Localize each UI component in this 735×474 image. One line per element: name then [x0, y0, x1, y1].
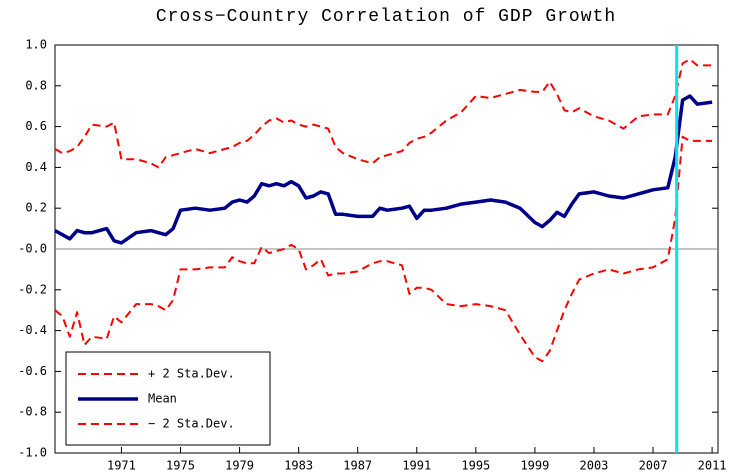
y-tick-label: 1.0 [25, 38, 47, 52]
y-tick-label: -1.0 [18, 446, 47, 460]
legend-label: Mean [148, 392, 177, 406]
x-tick-label: 1995 [461, 459, 490, 473]
y-tick-label: 0.2 [25, 201, 47, 215]
legend-label: + 2 Sta.Dev. [148, 367, 235, 381]
x-tick-label: 1999 [520, 459, 549, 473]
x-tick-label: 1987 [343, 459, 372, 473]
legend: + 2 Sta.Dev. Mean − 2 Sta.Dev. [65, 351, 271, 446]
x-tick-label: 1971 [107, 459, 136, 473]
series-line [54, 135, 713, 363]
y-tick-label: 0.4 [25, 160, 47, 174]
series-line [54, 58, 713, 169]
y-tick-label: -0.0 [18, 242, 47, 256]
y-tick-label: -0.8 [18, 405, 47, 419]
series-line [54, 94, 713, 245]
y-tick-label: 0.8 [25, 78, 47, 92]
y-tick-label: -0.6 [18, 364, 47, 378]
x-tick-label: 1991 [402, 459, 431, 473]
x-tick-label: 1975 [166, 459, 195, 473]
y-tick-label: 0.6 [25, 119, 47, 133]
x-tick-label: 1979 [225, 459, 254, 473]
x-tick-label: 2003 [580, 459, 609, 473]
legend-label: − 2 Sta.Dev. [148, 417, 235, 431]
x-tick-label: 2007 [639, 459, 668, 473]
y-tick-label: -0.2 [18, 282, 47, 296]
x-tick-label: 1983 [284, 459, 313, 473]
x-tick-label: 2011 [698, 459, 727, 473]
chart-title: Cross−Country Correlation of GDP Growth [156, 7, 616, 27]
y-tick-label: -0.4 [18, 323, 47, 337]
